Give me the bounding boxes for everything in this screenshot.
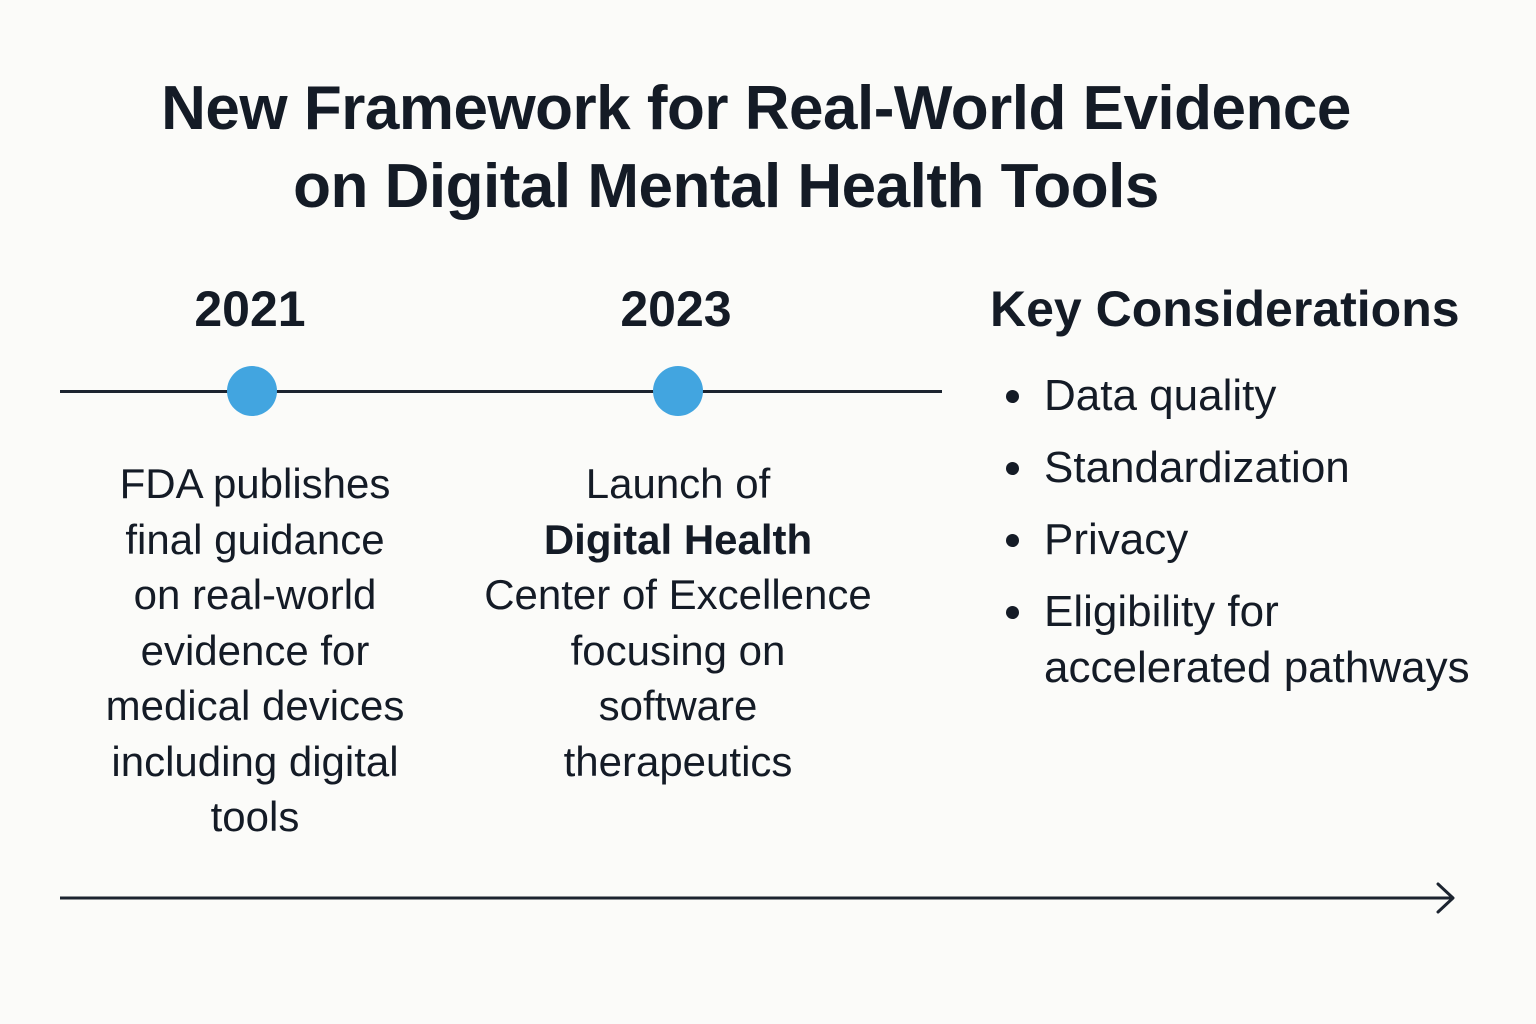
list-item-text: accelerated pathways bbox=[1044, 643, 1470, 692]
list-item: Standardization bbox=[1000, 440, 1470, 496]
event-2023-line: focusing on bbox=[570, 626, 786, 674]
timeline-arrow-icon bbox=[60, 882, 1455, 914]
title-line-2: on Digital Mental Health Tools bbox=[293, 152, 1159, 221]
list-item: Data quality bbox=[1000, 368, 1470, 424]
timeline-line bbox=[60, 390, 942, 393]
event-2021-line: evidence for bbox=[140, 626, 370, 674]
event-2021-line: FDA publishes bbox=[119, 460, 391, 507]
event-2023-line: therapeutics bbox=[563, 737, 793, 785]
year-2021: 2021 bbox=[194, 281, 306, 337]
event-2023-line: Center of Excellence bbox=[484, 571, 872, 618]
event-2021-line: tools bbox=[210, 793, 300, 840]
bullet-icon bbox=[1006, 390, 1019, 403]
year-2023: 2023 bbox=[620, 281, 732, 337]
list-item: Eligibility for accelerated pathways bbox=[1000, 584, 1470, 696]
event-2021-line: on real-world bbox=[133, 571, 377, 618]
event-2021-line: final guidance bbox=[125, 515, 385, 563]
list-item-text: Standardization bbox=[1044, 443, 1350, 492]
timeline-marker-2023 bbox=[653, 366, 703, 416]
list-item-text: Privacy bbox=[1044, 515, 1189, 564]
list-item-text: Eligibility for bbox=[1044, 587, 1279, 636]
event-2023-description: Launch of Digital Health Center of Excel… bbox=[458, 456, 898, 789]
bullet-icon bbox=[1006, 534, 1019, 547]
timeline-marker-2021 bbox=[227, 366, 277, 416]
event-2021-line: medical devices bbox=[105, 682, 405, 729]
event-2023-line: Digital Health bbox=[543, 515, 813, 563]
page-title: New Framework for Real-World Evidence on… bbox=[0, 70, 1512, 226]
list-item-text: Data quality bbox=[1044, 371, 1277, 420]
bullet-icon bbox=[1006, 462, 1019, 475]
title-line-1: New Framework for Real-World Evidence bbox=[161, 74, 1351, 143]
bullet-icon bbox=[1006, 606, 1019, 619]
event-2023-line: software bbox=[598, 682, 758, 729]
key-considerations-list: Data quality Standardization Privacy Eli… bbox=[1000, 368, 1470, 712]
event-2021-description: FDA publishes final guidance on real-wor… bbox=[60, 456, 450, 845]
list-item: Privacy bbox=[1000, 512, 1470, 568]
event-2023-line: Launch of bbox=[585, 460, 771, 507]
key-considerations-heading: Key Considerations bbox=[990, 281, 1460, 337]
event-2021-line: including digital bbox=[111, 737, 399, 785]
